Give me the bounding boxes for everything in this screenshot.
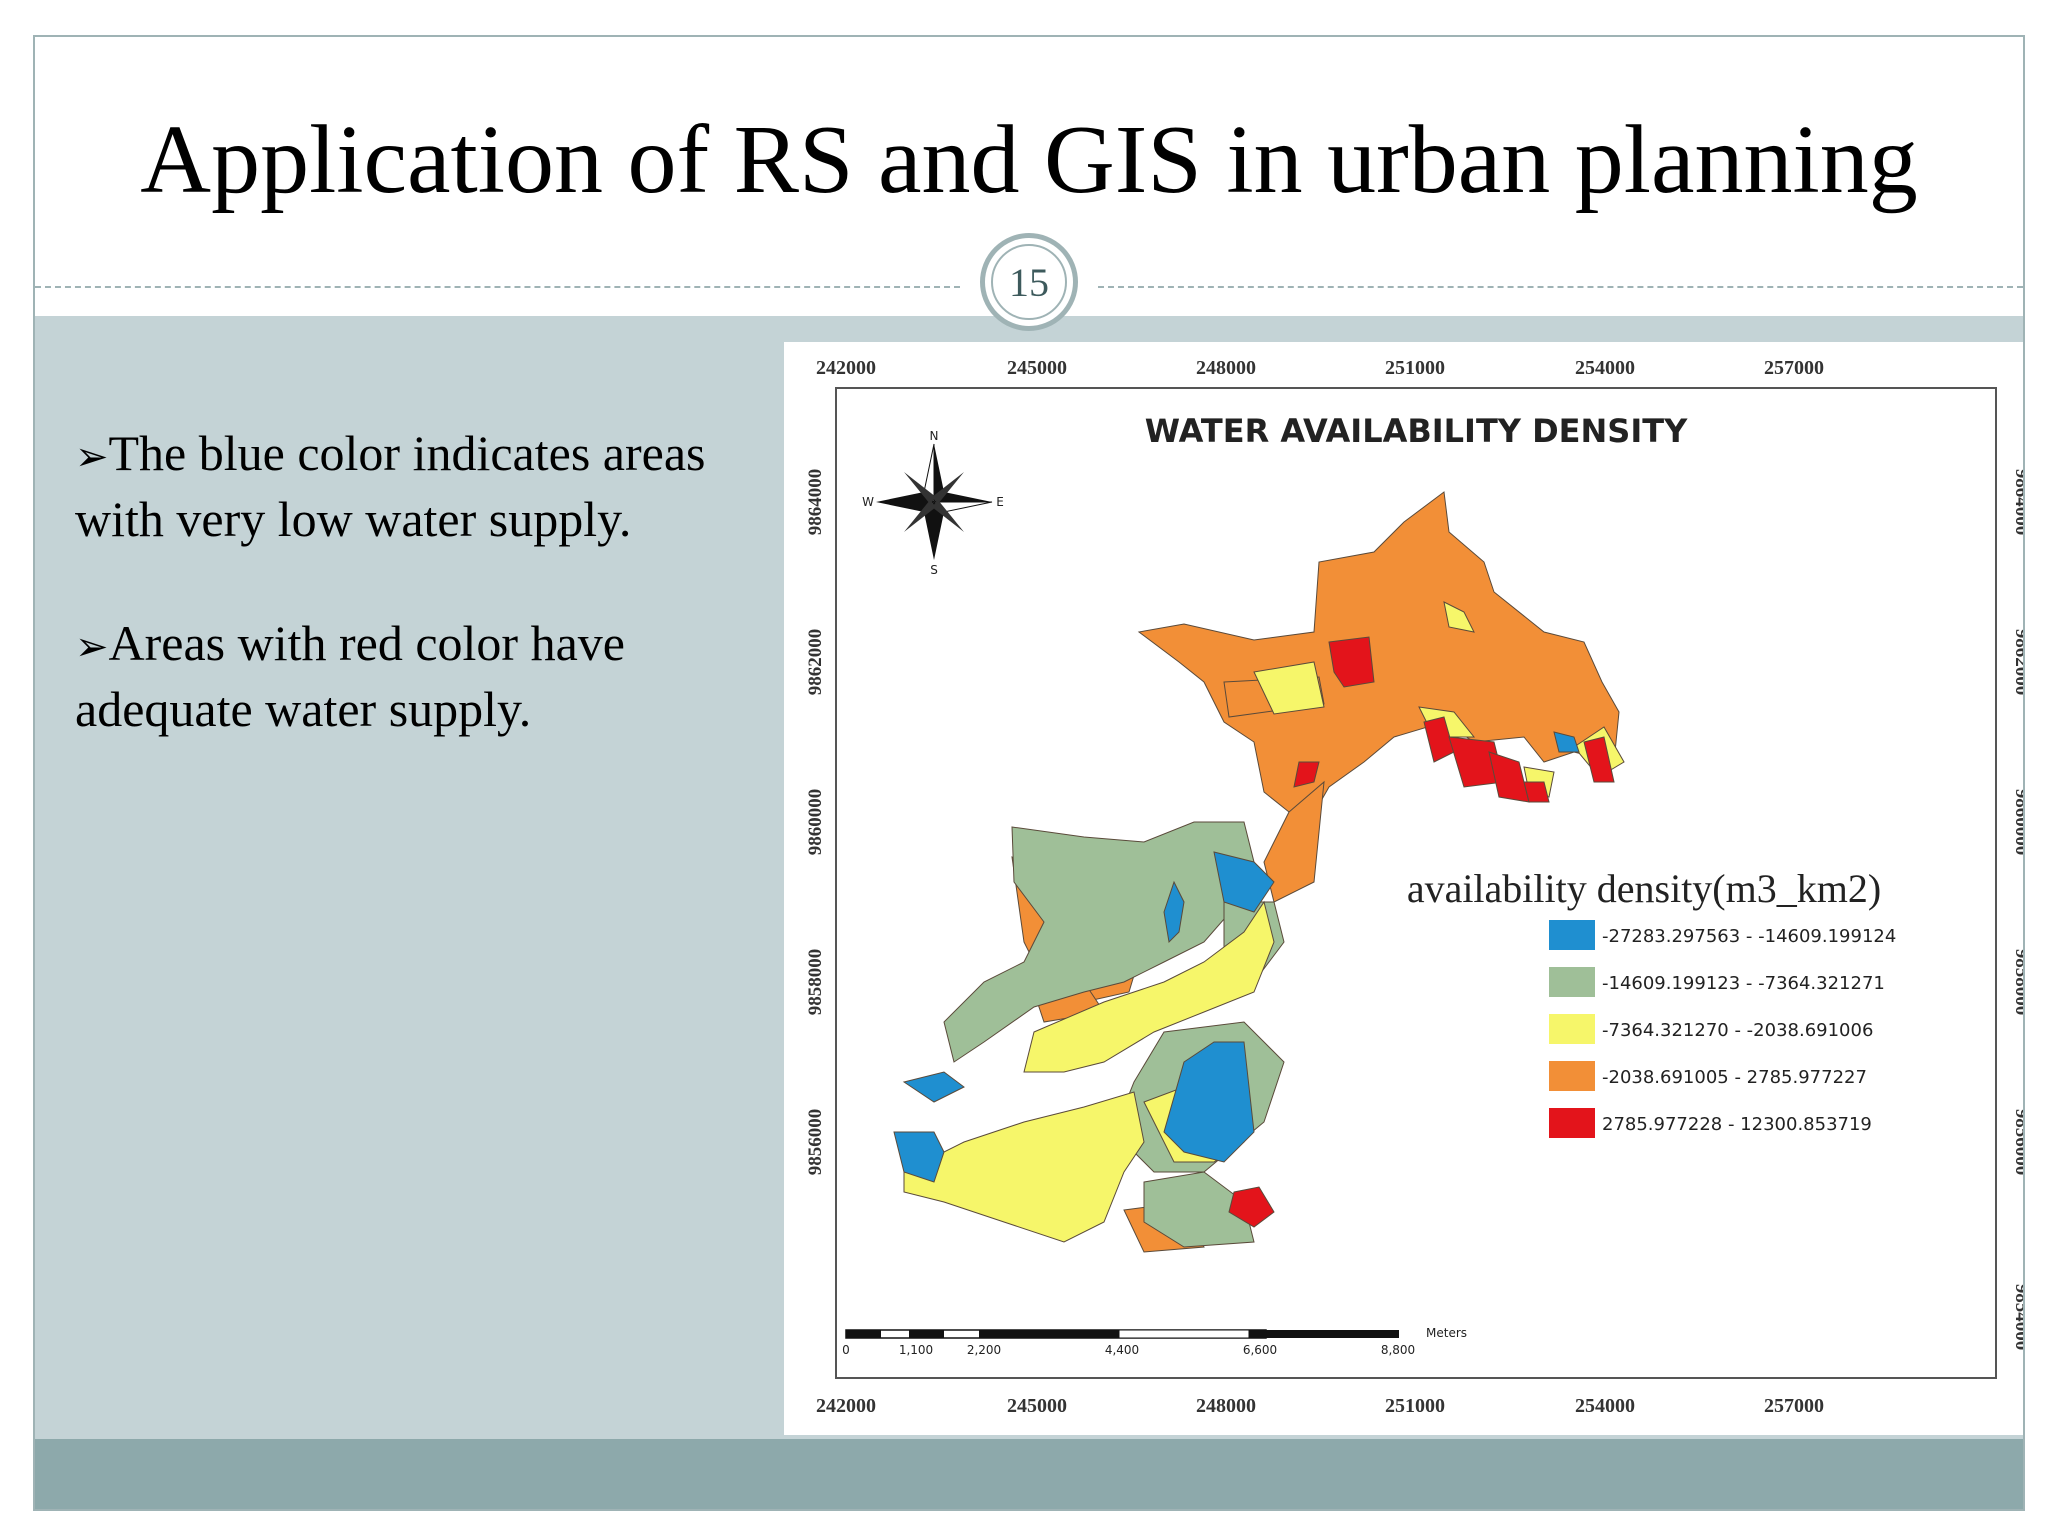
region-yellow-center <box>1023 900 1275 1073</box>
map-title: WATER AVAILABILITY DENSITY <box>1145 412 1688 450</box>
x-tick-label: 251000 <box>1385 1395 1445 1417</box>
map-regions <box>893 491 1625 1253</box>
x-ticks-top: 242000 245000 248000 251000 254000 25700… <box>816 357 1824 379</box>
y-tick-label: 9854000 <box>2011 1284 2023 1351</box>
scale-label: 1,100 <box>899 1343 933 1357</box>
y-tick-label: 9858000 <box>805 949 826 1016</box>
bullet-item: ➢The blue color indicates areas with ver… <box>75 422 775 550</box>
legend-label: -14609.199123 - -7364.321271 <box>1602 973 1885 994</box>
region-blue-north <box>1213 851 1275 913</box>
region-red-east2 <box>1523 781 1550 803</box>
x-tick-label: 242000 <box>816 357 876 379</box>
map-svg: 242000 245000 248000 251000 254000 25700… <box>805 357 2023 1417</box>
y-tick-label: 9858000 <box>2011 949 2023 1016</box>
y-tick-label: 9860000 <box>805 789 826 856</box>
legend-swatch <box>1549 1108 1595 1138</box>
region-red-south <box>1228 1186 1275 1228</box>
legend-label: -2038.691005 - 2785.977227 <box>1602 1067 1867 1088</box>
arrow-bullet-icon: ➢ <box>75 624 109 670</box>
x-tick-label: 254000 <box>1575 357 1635 379</box>
legend-title: availability density(m3_km2) <box>1407 866 1881 911</box>
page-number: 15 <box>991 244 1067 320</box>
x-tick-label: 251000 <box>1385 357 1445 379</box>
region-blue-east <box>1553 731 1580 753</box>
page-number-badge: 15 <box>980 233 1078 331</box>
scale-label: 2,200 <box>967 1343 1001 1357</box>
x-ticks-bottom: 242000 245000 248000 251000 254000 25700… <box>816 1395 1824 1417</box>
legend-swatch <box>1549 1014 1595 1044</box>
region-blue-west <box>902 1071 965 1103</box>
x-tick-label: 248000 <box>1196 357 1256 379</box>
region-red-center <box>1293 761 1320 788</box>
legend-label: -7364.321270 - -2038.691006 <box>1602 1020 1873 1041</box>
title-divider-right <box>1098 286 2023 288</box>
region-blue-center <box>1163 1041 1255 1163</box>
water-availability-map: 242000 245000 248000 251000 254000 25700… <box>784 342 2023 1435</box>
region-orange-center <box>1263 780 1325 903</box>
scale-label: 8,800 <box>1381 1343 1415 1357</box>
y-ticks-right: 9864000 9862000 9860000 9858000 9856000 … <box>2011 469 2023 1351</box>
scale-unit: Meters <box>1426 1326 1467 1340</box>
region-blue-southwest <box>893 1131 945 1183</box>
compass-east-label: E <box>996 495 1004 509</box>
x-tick-label: 257000 <box>1764 1395 1824 1417</box>
x-tick-label: 254000 <box>1575 1395 1635 1417</box>
compass-south-label: S <box>930 563 938 577</box>
compass-west-label: W <box>862 495 874 509</box>
x-tick-label: 245000 <box>1007 1395 1067 1417</box>
bullet-text: Areas with red color have adequate water… <box>75 615 625 737</box>
bullet-item: ➢Areas with red color have adequate wate… <box>75 612 775 740</box>
y-ticks-left: 9864000 9862000 9860000 9858000 9856000 <box>805 469 826 1176</box>
x-tick-label: 245000 <box>1007 357 1067 379</box>
footer-band <box>35 1439 2023 1509</box>
legend-swatch <box>1549 1061 1595 1091</box>
y-tick-label: 9864000 <box>2011 469 2023 536</box>
region-red-east <box>1583 736 1615 783</box>
x-tick-label: 257000 <box>1764 357 1824 379</box>
compass-rose-icon: N S W E <box>862 429 1004 577</box>
y-tick-label: 9864000 <box>805 469 826 536</box>
y-tick-label: 9862000 <box>805 629 826 696</box>
legend-label: 2785.977228 - 12300.853719 <box>1602 1114 1872 1135</box>
region-green-west <box>943 821 1255 1063</box>
slide-title: Application of RS and GIS in urban plann… <box>140 106 1918 214</box>
title-divider-left <box>35 286 960 288</box>
region-yellow-southwest <box>903 1091 1145 1243</box>
y-tick-label: 9856000 <box>805 1109 826 1176</box>
region-yellow-north <box>1253 661 1325 715</box>
arrow-bullet-icon: ➢ <box>75 434 109 480</box>
scale-label: 4,400 <box>1105 1343 1139 1357</box>
legend-label: -27283.297563 - -14609.199124 <box>1602 926 1896 947</box>
scale-bar: 0 1,100 2,200 4,400 6,600 8,800 Meters <box>842 1326 1467 1357</box>
bullet-list: ➢The blue color indicates areas with ver… <box>75 422 775 802</box>
scale-label: 0 <box>842 1343 850 1357</box>
x-tick-label: 248000 <box>1196 1395 1256 1417</box>
y-tick-label: 9860000 <box>2011 789 2023 856</box>
region-red-north <box>1328 636 1375 688</box>
legend-swatch <box>1549 967 1595 997</box>
region-blue-lake <box>1163 880 1185 944</box>
y-tick-label: 9856000 <box>2011 1109 2023 1176</box>
region-green-south <box>1143 1171 1255 1248</box>
legend-swatch <box>1549 920 1595 950</box>
scale-label: 6,600 <box>1243 1343 1277 1357</box>
y-tick-label: 9862000 <box>2011 629 2023 696</box>
map-legend: availability density(m3_km2) -27283.2975… <box>1407 866 1896 1138</box>
region-yellow-ne2 <box>1443 601 1475 633</box>
x-tick-label: 242000 <box>816 1395 876 1417</box>
bullet-text: The blue color indicates areas with very… <box>75 425 706 547</box>
slide: Application of RS and GIS in urban plann… <box>33 35 2025 1511</box>
compass-north-label: N <box>930 429 939 443</box>
